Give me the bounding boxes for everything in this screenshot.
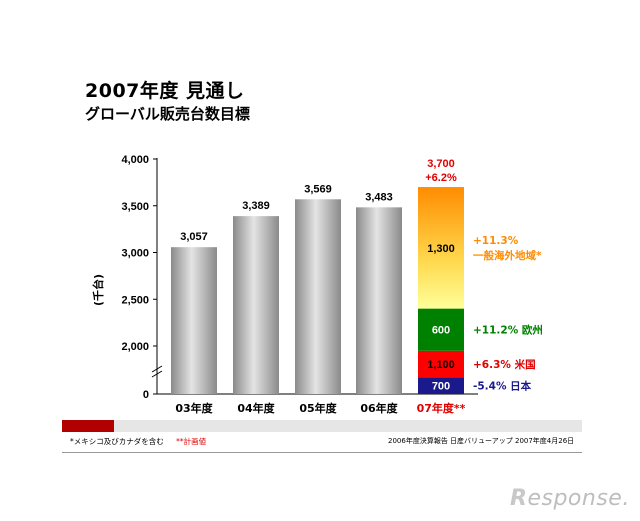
bar-value-label: 3,483	[365, 191, 393, 203]
total-value-label: 3,700	[427, 158, 455, 170]
stack-segment-3	[418, 187, 464, 309]
footnote-plan: **計画値	[176, 437, 207, 446]
axis-break-mark	[151, 370, 163, 378]
stack-segment-0	[418, 377, 464, 394]
bar-3	[356, 207, 402, 394]
bar-value-label: 3,389	[242, 200, 270, 212]
stack-segment-label: 600	[432, 325, 450, 337]
y-tick-label: 3,000	[121, 248, 149, 260]
x-category-label: 03年度	[175, 401, 213, 415]
x-category-label: 07年度**	[417, 401, 466, 415]
x-category-label: 05年度	[299, 401, 337, 415]
response-logo: Response.	[510, 486, 630, 511]
y-axis-label: (千台)	[91, 274, 105, 306]
stack-segment-1	[418, 350, 464, 378]
bar-1	[233, 216, 279, 394]
bar-value-label: 3,057	[180, 231, 208, 243]
stack-segment-label: 1,100	[427, 359, 455, 371]
stack-segment-label: 700	[432, 381, 450, 393]
y-tick-label: 2,500	[121, 294, 149, 306]
x-category-label: 04年度	[237, 401, 275, 415]
stack-annotation: +6.3% 米国	[473, 358, 536, 371]
stack-segment-label: 1,300	[427, 243, 455, 255]
stack-segment-2	[418, 308, 464, 351]
bar-2	[295, 199, 341, 394]
x-category-label: 06年度	[360, 401, 398, 415]
y-tick-label: 0	[143, 389, 149, 401]
y-tick-label: 4,000	[121, 154, 149, 166]
stack-annotation: +11.2% 欧州	[473, 324, 543, 337]
page-subtitle: グローバル販売台数目標	[85, 105, 250, 123]
y-tick-label: 2,000	[121, 341, 149, 353]
stack-annotation: +11.3%	[473, 235, 519, 247]
y-tick-label: 3,500	[121, 201, 149, 213]
footnote-note: *メキシコ及びカナダを含む	[70, 437, 164, 446]
source-note: 2006年度決算報告 日産バリューアップ 2007年度4月26日	[388, 437, 575, 445]
page-title: 2007年度 見通し	[85, 80, 245, 102]
bottom-rule	[62, 452, 582, 453]
stack-annotation: -5.4% 日本	[473, 380, 532, 393]
footnote: *メキシコ及びカナダを含む **計画値	[70, 436, 206, 447]
footer-divider	[62, 420, 582, 432]
axis-break-mark	[151, 365, 163, 373]
total-change-label: +6.2%	[425, 172, 457, 184]
bar-value-label: 3,569	[304, 183, 332, 195]
stack-annotation-2: 一般海外地域*	[473, 249, 542, 262]
bar-0	[171, 247, 217, 394]
